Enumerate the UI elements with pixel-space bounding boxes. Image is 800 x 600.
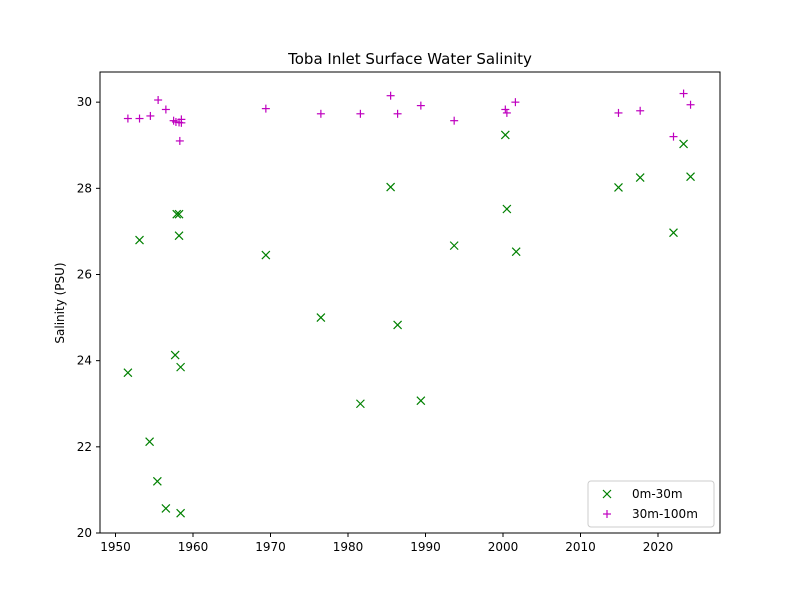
data-point [511,247,521,257]
data-point [356,109,365,118]
y-tick-label: 20 [77,526,92,540]
data-point [176,362,186,372]
data-point [502,204,512,214]
x-tick-label: 1950 [100,540,131,554]
data-point [152,476,162,486]
data-point [261,104,270,113]
legend-box [587,480,715,528]
chart-title: Toba Inlet Surface Water Salinity [287,50,532,68]
data-point [154,96,163,105]
x-tick-label: 1980 [333,540,364,554]
x-tick-label: 2010 [565,540,596,554]
data-point [161,105,170,114]
data-point [636,106,645,115]
legend-marker [602,489,612,499]
data-point [176,508,186,518]
legend-label: 30m-100m [632,507,698,521]
data-point [174,231,184,241]
x-tick-label: 1990 [410,540,441,554]
data-points [123,89,695,518]
data-point [146,111,155,120]
y-axis-ticks: 20 22 24 26 28 30 [77,95,100,540]
y-tick-label: 28 [77,181,92,195]
x-tick-label: 1970 [255,540,286,554]
y-tick-label: 30 [77,95,92,109]
data-point [172,209,182,219]
legend: 0m-30m 30m-100m [587,480,715,528]
y-tick-label: 22 [77,440,92,454]
series-0-30m [123,130,695,518]
data-point [170,350,180,360]
data-point [355,399,365,409]
x-axis-ticks: 1950 1960 1970 1980 1990 2000 2010 2020 [100,533,673,554]
data-point [679,89,688,98]
legend-marker [603,510,611,518]
y-axis-label: Salinity (PSU) [53,262,67,343]
data-point [393,109,402,118]
legend-label: 0m-30m [632,487,683,501]
data-point [177,118,186,127]
data-point [416,101,425,110]
data-point [614,108,623,117]
data-point [501,105,510,114]
data-point [123,368,133,378]
data-point [450,116,459,125]
data-point [686,100,695,109]
x-tick-label: 2020 [643,540,674,554]
data-point [393,320,403,330]
x-tick-label: 1960 [178,540,209,554]
plot-frame [99,71,721,534]
data-point [679,139,688,149]
y-tick-label: 24 [77,354,92,368]
data-point [175,136,184,145]
y-tick-label: 26 [77,267,92,281]
data-point [123,114,132,123]
data-point [669,132,678,141]
data-point [511,98,520,107]
x-tick-label: 2000 [488,540,519,554]
data-point [500,130,510,140]
data-point [161,504,171,513]
data-point [316,313,326,323]
data-point [135,235,144,245]
data-point [635,173,645,182]
data-point [261,250,271,260]
data-point [145,437,155,447]
data-point [135,114,144,123]
data-point [416,396,426,406]
data-point [669,228,678,238]
data-point [386,91,395,100]
data-point [316,109,325,118]
data-point [614,183,623,192]
series-30-100m [123,89,695,145]
data-point [174,209,184,219]
data-point [502,108,511,117]
data-point [449,241,459,251]
data-point [386,182,396,192]
data-point [686,172,695,182]
